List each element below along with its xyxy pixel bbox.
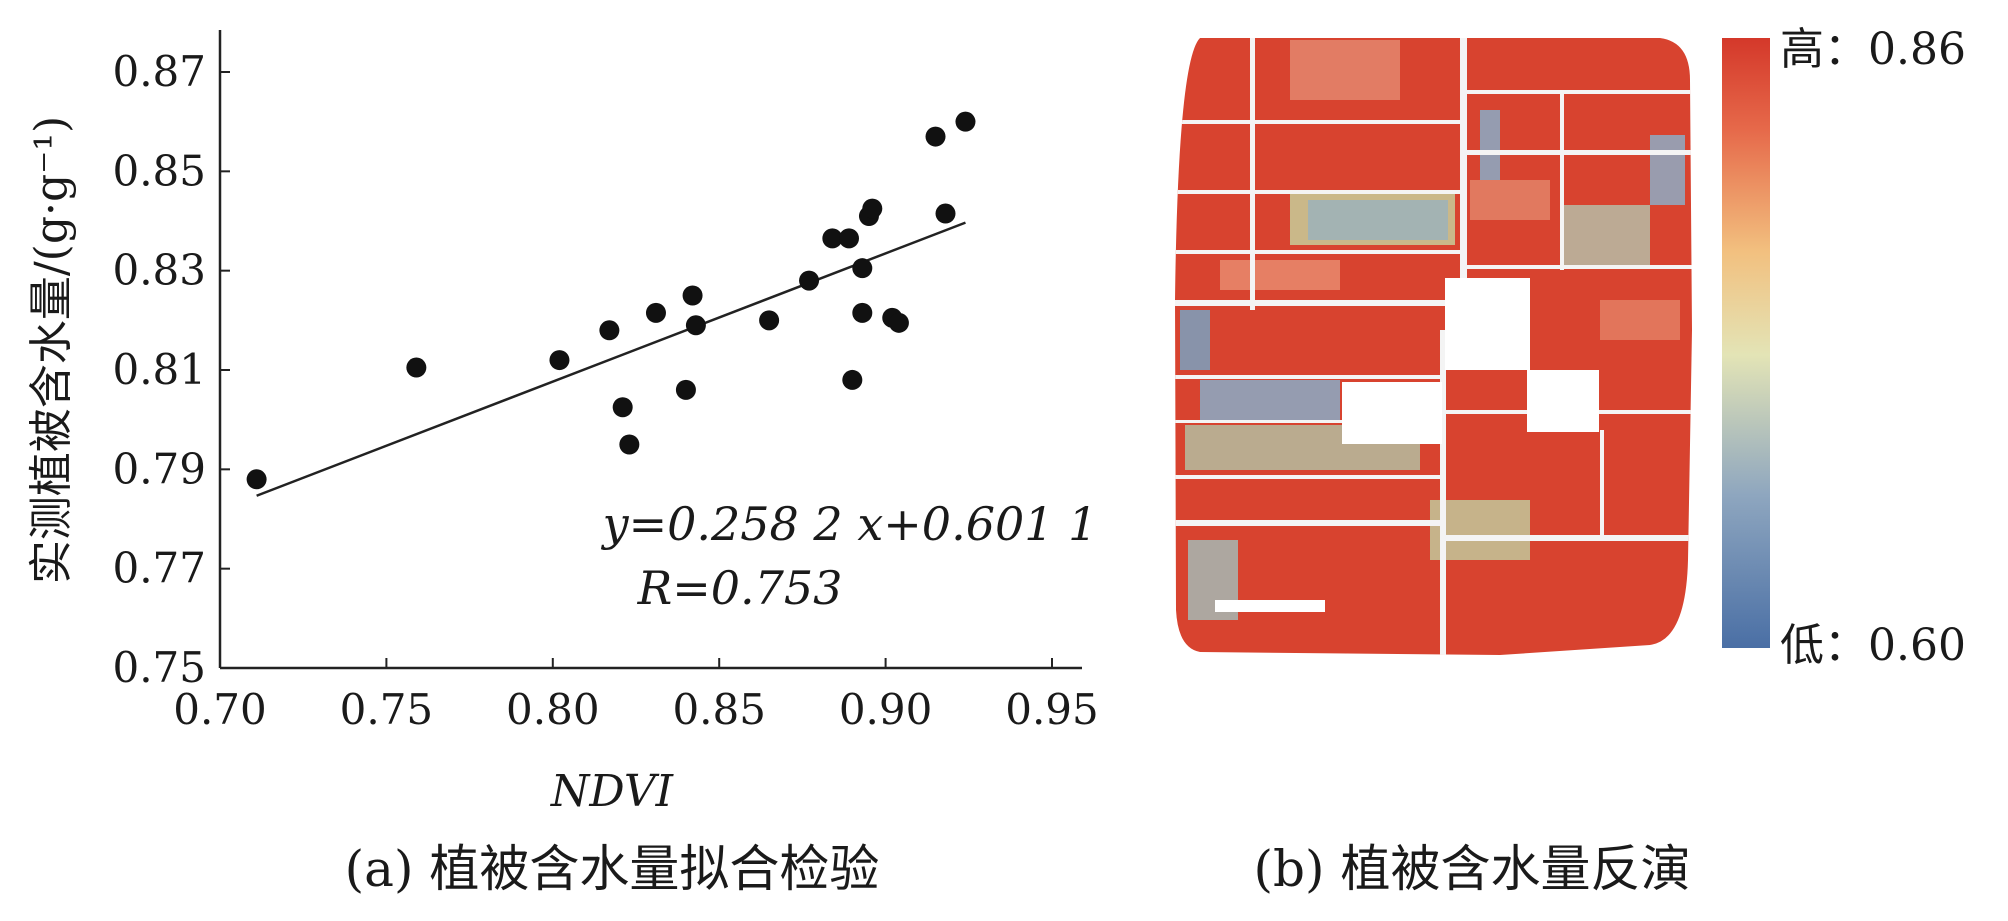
y-tick-label: 0.85 bbox=[112, 146, 206, 195]
data-point bbox=[842, 369, 863, 390]
colorbar-low-label: 低：0.60 bbox=[1780, 620, 1966, 671]
data-point bbox=[619, 434, 640, 455]
regression-line bbox=[256, 221, 966, 497]
caption-b: (b) 植被含水量反演 bbox=[1254, 840, 1691, 898]
x-tick-label: 0.90 bbox=[839, 685, 933, 734]
correlation-label: R=0.753 bbox=[637, 561, 843, 615]
y-tick-label: 0.79 bbox=[112, 444, 206, 493]
y-tick-label: 0.87 bbox=[112, 47, 206, 96]
x-axis-title: NDVI bbox=[550, 766, 675, 817]
y-axis-title: 实测植被含水量/(g·g⁻¹) bbox=[26, 116, 77, 584]
y-tick-label: 0.81 bbox=[112, 345, 206, 394]
x-tick-label: 0.95 bbox=[1005, 685, 1099, 734]
data-point bbox=[852, 258, 873, 279]
data-point bbox=[799, 270, 820, 291]
data-point bbox=[888, 312, 909, 333]
water-content-map bbox=[1175, 38, 1692, 655]
x-tick-label: 0.85 bbox=[672, 685, 766, 734]
x-tick-label: 0.80 bbox=[506, 685, 600, 734]
y-tick-label: 0.83 bbox=[112, 246, 206, 295]
data-point bbox=[935, 203, 956, 224]
data-point bbox=[675, 379, 696, 400]
data-point bbox=[852, 302, 873, 323]
data-point bbox=[838, 228, 859, 249]
x-tick-label: 0.75 bbox=[340, 685, 434, 734]
scatter-panel: 0.70 0.75 0.80 0.85 0.90 0.950.750.770.790.81… bbox=[26, 30, 1099, 898]
data-point bbox=[925, 126, 946, 147]
data-point bbox=[645, 302, 666, 323]
data-point bbox=[682, 285, 703, 306]
data-point bbox=[406, 357, 427, 378]
data-point bbox=[822, 228, 843, 249]
data-point bbox=[612, 397, 633, 418]
data-point bbox=[549, 350, 570, 371]
y-tick-label: 0.75 bbox=[112, 643, 206, 692]
colorbar-high-label: 高：0.86 bbox=[1780, 24, 1966, 75]
data-point bbox=[862, 198, 883, 219]
regression-equation: y=0.258 2 x+0.601 1 bbox=[601, 497, 1098, 551]
data-point bbox=[685, 315, 706, 336]
caption-a: (a) 植被含水量拟合检验 bbox=[345, 840, 880, 898]
data-point bbox=[955, 111, 976, 132]
map-panel: 高：0.86 低：0.60 (b) 植被含水量反演 bbox=[1175, 24, 1966, 898]
data-point bbox=[759, 310, 780, 331]
data-point bbox=[246, 469, 267, 490]
data-point bbox=[599, 320, 620, 341]
colorbar bbox=[1722, 38, 1770, 648]
x-tick-label: 0.70 bbox=[173, 685, 267, 734]
y-tick-label: 0.77 bbox=[112, 544, 206, 593]
